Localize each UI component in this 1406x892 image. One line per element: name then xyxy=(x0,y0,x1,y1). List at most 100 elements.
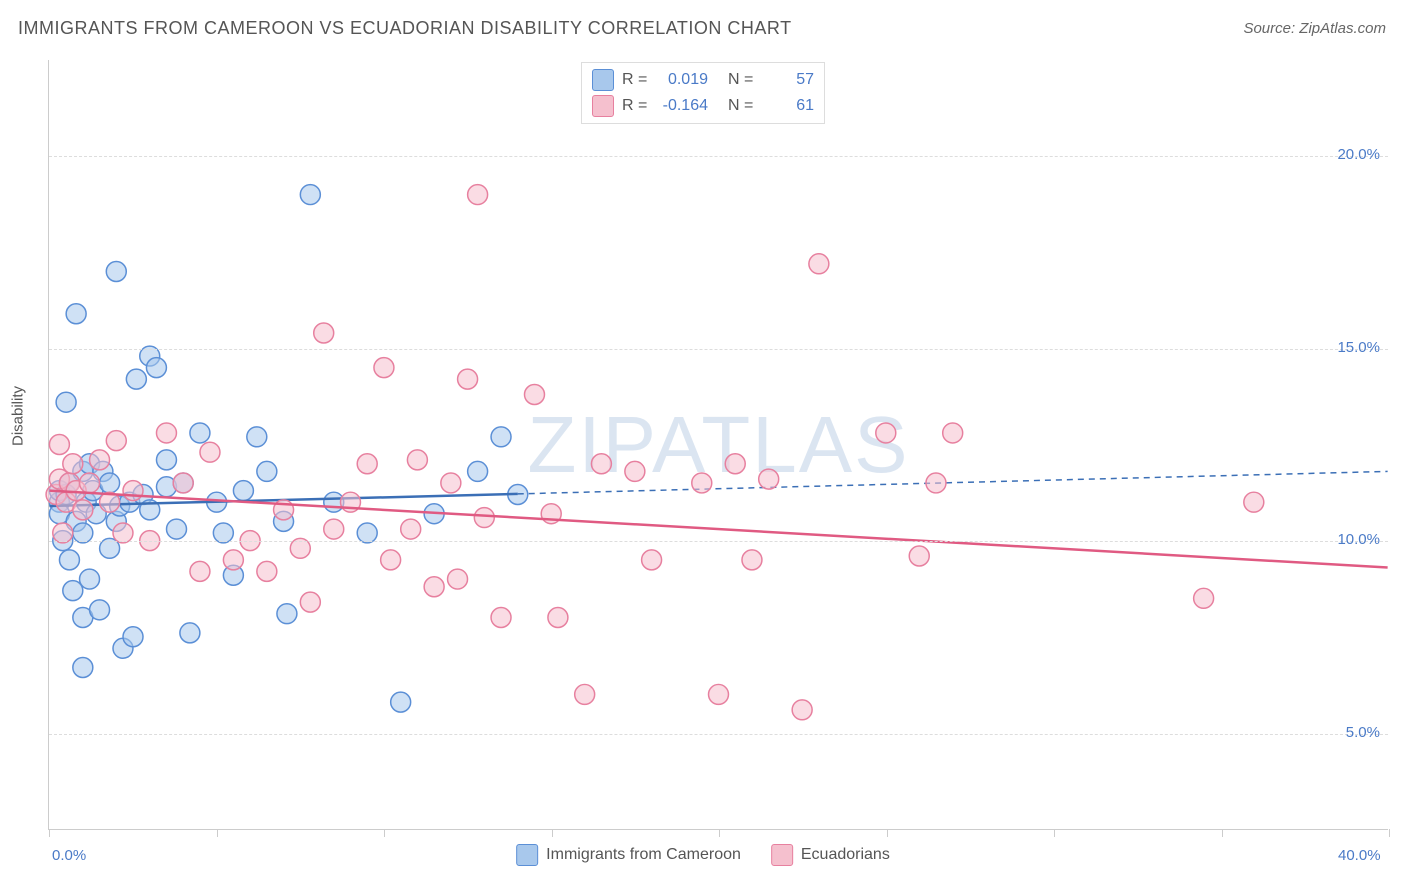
chart-title: IMMIGRANTS FROM CAMEROON VS ECUADORIAN D… xyxy=(18,18,792,39)
series-name: Immigrants from Cameroon xyxy=(546,846,741,864)
scatter-point xyxy=(123,481,143,501)
correlation-legend: R = 0.019 N = 57R = -0.164 N = 61 xyxy=(581,62,825,124)
scatter-point xyxy=(300,592,320,612)
scatter-point xyxy=(424,577,444,597)
legend-r-label: R = xyxy=(622,71,650,89)
scatter-point xyxy=(381,550,401,570)
scatter-point xyxy=(90,600,110,620)
scatter-point xyxy=(63,581,83,601)
scatter-point xyxy=(156,423,176,443)
scatter-point xyxy=(943,423,963,443)
scatter-point xyxy=(625,461,645,481)
scatter-point xyxy=(642,550,662,570)
grid-line xyxy=(49,349,1388,350)
x-tick xyxy=(719,829,720,837)
scatter-point xyxy=(468,461,488,481)
scatter-point xyxy=(401,519,421,539)
scatter-point xyxy=(277,604,297,624)
scatter-point xyxy=(792,700,812,720)
scatter-point xyxy=(80,473,100,493)
scatter-point xyxy=(90,450,110,470)
legend-swatch xyxy=(592,69,614,91)
scatter-point xyxy=(407,450,427,470)
scatter-point xyxy=(73,500,93,520)
scatter-point xyxy=(106,431,126,451)
legend-swatch xyxy=(516,844,538,866)
series-name: Ecuadorians xyxy=(801,846,890,864)
scatter-point xyxy=(213,523,233,543)
x-tick xyxy=(384,829,385,837)
y-tick-label: 15.0% xyxy=(1337,339,1380,356)
scatter-point xyxy=(233,481,253,501)
scatter-point xyxy=(324,519,344,539)
scatter-point xyxy=(100,473,120,493)
scatter-point xyxy=(709,684,729,704)
legend-swatch xyxy=(771,844,793,866)
scatter-point xyxy=(190,561,210,581)
x-tick xyxy=(552,829,553,837)
scatter-point xyxy=(458,369,478,389)
scatter-point xyxy=(725,454,745,474)
scatter-point xyxy=(474,508,494,528)
source-attribution: Source: ZipAtlas.com xyxy=(1243,20,1386,37)
scatter-point xyxy=(468,185,488,205)
scatter-point xyxy=(126,369,146,389)
legend-row: R = 0.019 N = 57 xyxy=(592,67,814,93)
scatter-point xyxy=(49,435,69,455)
y-tick-label: 5.0% xyxy=(1346,724,1380,741)
scatter-point xyxy=(80,569,100,589)
scatter-point xyxy=(106,261,126,281)
legend-n-label: N = xyxy=(728,97,756,115)
scatter-point xyxy=(575,684,595,704)
x-tick xyxy=(1222,829,1223,837)
y-tick-label: 20.0% xyxy=(1337,146,1380,163)
chart-container: IMMIGRANTS FROM CAMEROON VS ECUADORIAN D… xyxy=(0,0,1406,892)
scatter-point xyxy=(247,427,267,447)
scatter-point xyxy=(391,692,411,712)
scatter-point xyxy=(73,658,93,678)
series-legend: Immigrants from Cameroon Ecuadorians xyxy=(516,844,890,866)
series-legend-item: Immigrants from Cameroon xyxy=(516,844,741,866)
x-tick-label: 0.0% xyxy=(52,847,86,864)
scatter-point xyxy=(374,358,394,378)
scatter-point xyxy=(1194,588,1214,608)
scatter-point xyxy=(357,454,377,474)
plot-area: ZIPATLAS 5.0%10.0%15.0%20.0% xyxy=(48,60,1388,830)
scatter-point xyxy=(491,608,511,628)
legend-n-value: 57 xyxy=(764,71,814,89)
scatter-point xyxy=(59,550,79,570)
scatter-point xyxy=(809,254,829,274)
scatter-point xyxy=(113,523,133,543)
scatter-point xyxy=(591,454,611,474)
scatter-point xyxy=(167,519,187,539)
scatter-point xyxy=(53,523,73,543)
scatter-point xyxy=(73,523,93,543)
scatter-point xyxy=(525,385,545,405)
scatter-point xyxy=(357,523,377,543)
grid-line xyxy=(49,734,1388,735)
scatter-point xyxy=(300,185,320,205)
scatter-point xyxy=(123,627,143,647)
scatter-point xyxy=(146,358,166,378)
scatter-point xyxy=(909,546,929,566)
scatter-point xyxy=(548,608,568,628)
y-tick-label: 10.0% xyxy=(1337,531,1380,548)
scatter-point xyxy=(190,423,210,443)
scatter-point xyxy=(56,392,76,412)
legend-n-label: N = xyxy=(728,71,756,89)
legend-r-value: -0.164 xyxy=(658,97,708,115)
legend-r-value: 0.019 xyxy=(658,71,708,89)
legend-n-value: 61 xyxy=(764,97,814,115)
scatter-svg xyxy=(49,60,1388,829)
scatter-point xyxy=(223,550,243,570)
scatter-point xyxy=(692,473,712,493)
y-axis-title: Disability xyxy=(10,386,27,446)
scatter-point xyxy=(257,561,277,581)
scatter-point xyxy=(876,423,896,443)
scatter-point xyxy=(63,454,83,474)
x-tick xyxy=(887,829,888,837)
scatter-point xyxy=(200,442,220,462)
scatter-point xyxy=(173,473,193,493)
scatter-point xyxy=(759,469,779,489)
legend-row: R =-0.164N =61 xyxy=(592,93,814,119)
